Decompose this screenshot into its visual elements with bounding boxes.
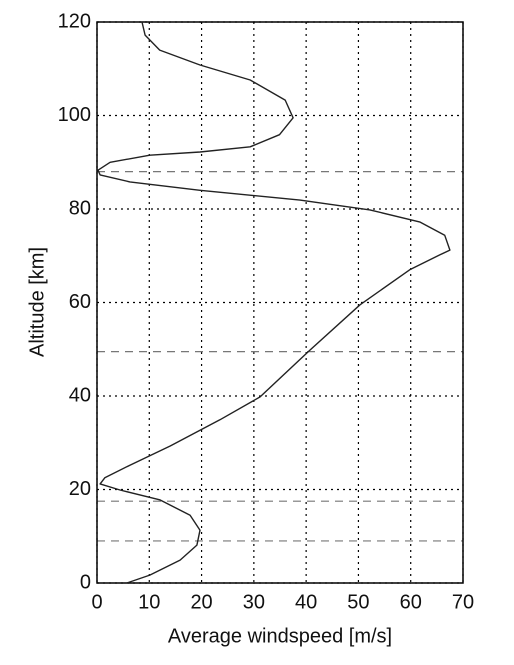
y-tick-label: 100 <box>58 104 91 126</box>
x-axis-label: Average windspeed [m/s] <box>168 625 392 647</box>
y-tick-label: 120 <box>58 10 91 32</box>
x-tick-label: 10 <box>138 591 160 613</box>
x-tick-label: 0 <box>91 591 102 613</box>
y-tick-label: 80 <box>69 197 91 219</box>
y-tick-label: 0 <box>80 571 91 593</box>
x-tick-label: 30 <box>243 591 265 613</box>
x-tick-label: 60 <box>400 591 422 613</box>
y-tick-label: 60 <box>69 291 91 313</box>
line <box>97 21 451 584</box>
y-tick-label: 20 <box>69 478 91 500</box>
plot-frame <box>96 21 464 584</box>
x-tick-label: 50 <box>347 591 369 613</box>
x-tick-label: 70 <box>452 591 474 613</box>
y-tick-label: 40 <box>69 384 91 406</box>
x-tick-label: 40 <box>295 591 317 613</box>
x-tick-label: 20 <box>190 591 212 613</box>
y-axis-label: Altitude [km] <box>26 247 48 357</box>
